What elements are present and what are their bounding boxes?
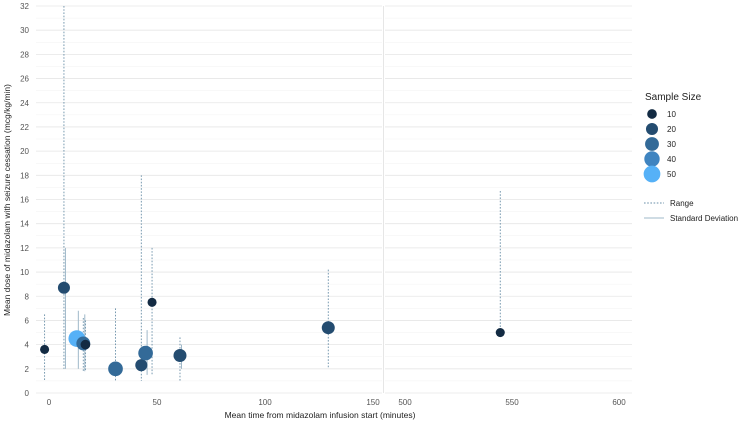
size-legend-label: 40 bbox=[667, 155, 676, 164]
y-tick-label: 18 bbox=[20, 171, 29, 180]
data-point bbox=[135, 359, 148, 372]
x-tick-label: 550 bbox=[505, 398, 519, 407]
size-legend-label: 10 bbox=[667, 110, 676, 119]
size-legend-key bbox=[645, 122, 659, 136]
size-legend-label: 20 bbox=[667, 125, 676, 134]
y-tick-label: 24 bbox=[20, 99, 29, 108]
x-tick-label: 0 bbox=[47, 398, 52, 407]
y-axis-title: Mean dose of midazolam with seizure cess… bbox=[2, 84, 12, 316]
y-tick-label: 28 bbox=[20, 50, 29, 59]
data-point bbox=[80, 339, 91, 350]
data-point bbox=[138, 345, 153, 361]
data-point bbox=[147, 297, 157, 307]
x-tick-label: 100 bbox=[258, 398, 272, 407]
y-tick-label: 12 bbox=[20, 244, 29, 253]
y-tick-label: 2 bbox=[25, 365, 30, 374]
x-tick-label: 600 bbox=[612, 398, 626, 407]
y-tick-label: 32 bbox=[20, 2, 29, 11]
x-tick-label: 50 bbox=[153, 398, 162, 407]
line-legend-label: Standard Deviation bbox=[670, 214, 738, 223]
panel-left bbox=[36, 5, 382, 394]
data-point bbox=[40, 344, 50, 355]
x-tick-label: 500 bbox=[398, 398, 412, 407]
data-marks bbox=[40, 6, 505, 381]
x-axis: 0 50 100 150 500 550 600 bbox=[47, 398, 626, 407]
panel-right bbox=[383, 5, 632, 394]
y-tick-label: 20 bbox=[20, 147, 29, 156]
size-legend-key bbox=[647, 109, 657, 119]
y-tick-label: 14 bbox=[20, 220, 29, 229]
size-legend-key bbox=[644, 151, 660, 167]
size-legend-label: 50 bbox=[667, 170, 676, 179]
y-tick-label: 0 bbox=[25, 389, 30, 398]
size-legend-key bbox=[645, 137, 659, 151]
x-axis-title: Mean time from midazolam infusion start … bbox=[225, 410, 416, 420]
data-point bbox=[173, 349, 187, 363]
data-point bbox=[495, 327, 505, 338]
legend: Sample Size 10 20 30 40 50 Range Standard Devi… bbox=[643, 92, 738, 223]
size-legend-title: Sample Size bbox=[645, 92, 702, 103]
line-legend-label: Range bbox=[670, 199, 694, 208]
data-point bbox=[108, 361, 123, 377]
x-tick-label: 150 bbox=[366, 398, 380, 407]
data-point bbox=[57, 281, 70, 294]
y-tick-label: 16 bbox=[20, 196, 29, 205]
data-point bbox=[321, 321, 335, 335]
y-tick-label: 6 bbox=[25, 316, 30, 325]
y-tick-label: 10 bbox=[20, 268, 29, 277]
size-legend-key bbox=[643, 165, 661, 183]
y-tick-label: 26 bbox=[20, 75, 29, 84]
y-tick-label: 30 bbox=[20, 26, 29, 35]
y-tick-label: 4 bbox=[25, 341, 30, 350]
size-legend-label: 30 bbox=[667, 140, 676, 149]
y-tick-label: 8 bbox=[25, 292, 30, 301]
y-tick-label: 22 bbox=[20, 123, 29, 132]
